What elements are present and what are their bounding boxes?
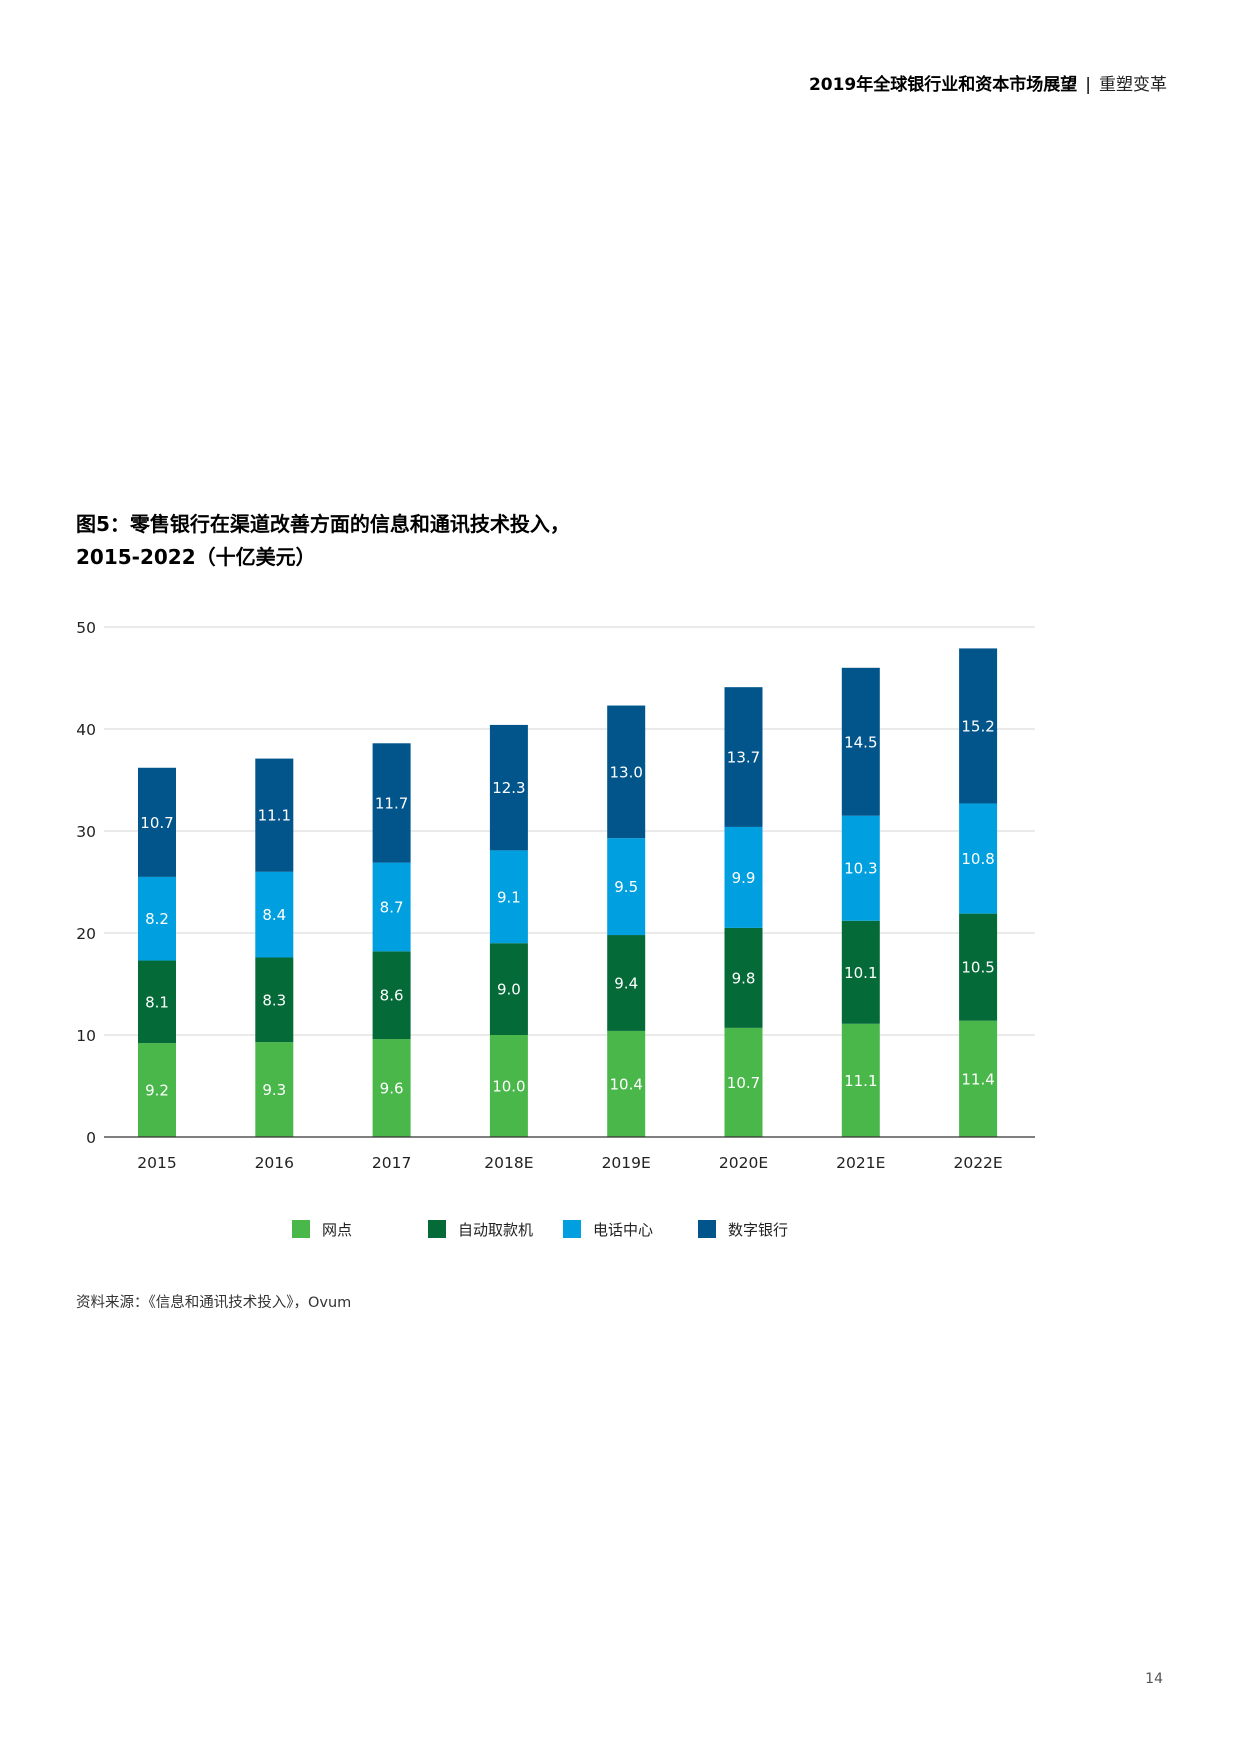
data-label: 8.1 [145, 993, 169, 1011]
data-label: 10.5 [961, 959, 994, 977]
data-label: 10.7 [140, 814, 173, 832]
data-label: 9.0 [497, 981, 521, 999]
y-tick-label: 10 [76, 1027, 96, 1045]
source-note: 资料来源：《信息和通讯技术投入》，Ovum [76, 1295, 352, 1311]
x-tick-label: 2019E [602, 1154, 651, 1172]
x-tick-label: 2017 [372, 1154, 411, 1172]
data-label: 9.4 [614, 974, 638, 992]
figure-title: 图5：零售银行在渠道改善方面的信息和通讯技术投入， 2015-2022（十亿美元… [76, 508, 570, 574]
data-label: 10.0 [492, 1078, 525, 1096]
bar-segment [138, 767, 176, 877]
data-label: 9.2 [145, 1082, 169, 1100]
data-label: 8.7 [380, 898, 404, 916]
x-tick-label: 2020E [719, 1154, 768, 1172]
x-tick-label: 2015 [137, 1154, 176, 1172]
bar-segment [607, 935, 646, 1031]
data-label: 10.8 [961, 850, 994, 868]
bar-segment [138, 1043, 176, 1137]
bar-segment [959, 1020, 998, 1137]
data-label: 9.9 [732, 869, 756, 887]
data-label: 10.3 [844, 860, 877, 878]
x-tick-label: 2018E [484, 1154, 533, 1172]
legend-label: 网点 [322, 1221, 352, 1239]
bar-segment [607, 705, 646, 839]
figure-title-line-1: 图5：零售银行在渠道改善方面的信息和通讯技术投入， [76, 512, 570, 536]
legend-label: 数字银行 [728, 1221, 788, 1239]
report-subtitle: 重塑变革 [1099, 75, 1167, 95]
bar-segment [372, 862, 411, 952]
x-tick-label: 2022E [953, 1154, 1002, 1172]
bar-segment [489, 850, 528, 944]
y-tick-label: 20 [76, 925, 96, 943]
data-label: 11.4 [961, 1070, 994, 1088]
bar-segment [138, 876, 176, 961]
y-tick-label: 0 [86, 1129, 96, 1147]
bar-segment [724, 826, 763, 928]
data-label: 15.2 [961, 717, 994, 735]
data-label: 8.2 [145, 910, 169, 928]
data-label: 10.7 [727, 1074, 760, 1092]
header-separator: | [1085, 75, 1091, 95]
bar-segment [255, 957, 294, 1043]
data-label: 8.3 [262, 991, 286, 1009]
legend-swatch [428, 1220, 446, 1238]
data-label: 10.1 [844, 964, 877, 982]
bar-segment [255, 1042, 294, 1137]
data-label: 9.1 [497, 888, 521, 906]
data-label: 13.0 [609, 763, 642, 781]
bar-segment [255, 758, 294, 872]
data-label: 8.6 [380, 987, 404, 1005]
bar-segment [372, 1039, 411, 1137]
bar-segment [724, 1027, 763, 1137]
bar-segment [724, 927, 763, 1028]
data-label: 11.1 [844, 1072, 877, 1090]
data-label: 9.8 [732, 969, 756, 987]
data-label: 14.5 [844, 733, 877, 751]
bar-segment [489, 724, 528, 851]
data-label: 11.7 [375, 794, 408, 812]
bar-segment [841, 1023, 880, 1137]
page-header: 2019年全球银行业和资本市场展望 | 重塑变革 [809, 70, 1167, 95]
legend-label: 电话中心 [593, 1221, 653, 1239]
data-label: 11.1 [258, 807, 291, 825]
bar-segment [841, 667, 880, 816]
data-label: 10.4 [609, 1075, 642, 1093]
x-tick-label: 2021E [836, 1154, 885, 1172]
legend-swatch [292, 1220, 310, 1238]
legend-label: 自动取款机 [458, 1221, 533, 1239]
bar-segment [489, 1035, 528, 1137]
bar-segment [607, 838, 646, 936]
bar-segment [724, 687, 763, 827]
page-number: 14 [1145, 1671, 1163, 1687]
bar-segment [841, 815, 880, 921]
report-title: 2019年全球银行业和资本市场展望 [808, 75, 1078, 95]
bar-segment [255, 871, 294, 958]
legend-swatch [563, 1220, 581, 1238]
bar-segment [607, 1030, 646, 1137]
x-tick-label: 2016 [255, 1154, 294, 1172]
data-label: 9.3 [262, 1081, 286, 1099]
bar-segment [372, 951, 411, 1040]
bar-segment [959, 648, 998, 804]
bar-segment [959, 913, 998, 1021]
figure-title-line-2: 2015-2022（十亿美元） [76, 545, 316, 569]
y-tick-label: 30 [76, 823, 96, 841]
bar-segment [489, 943, 528, 1035]
y-tick-label: 40 [76, 721, 96, 739]
data-label: 12.3 [492, 779, 525, 797]
bar-segment [372, 743, 411, 863]
bar-segment [841, 920, 880, 1024]
data-label: 13.7 [727, 749, 760, 767]
data-label: 9.6 [380, 1080, 404, 1098]
y-tick-label: 50 [76, 619, 96, 637]
legend-swatch [698, 1220, 716, 1238]
data-label: 9.5 [614, 878, 638, 896]
bar-segment [138, 960, 176, 1044]
bar-segment [959, 803, 998, 914]
data-label: 8.4 [262, 906, 286, 924]
